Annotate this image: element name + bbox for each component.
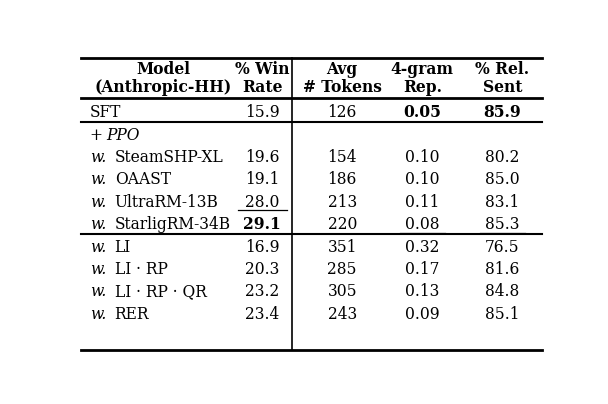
Text: 213: 213 [328, 194, 357, 211]
Text: Rep.: Rep. [403, 79, 442, 96]
Text: RER: RER [115, 306, 149, 323]
Text: 19.6: 19.6 [245, 149, 279, 166]
Text: 16.9: 16.9 [245, 239, 279, 256]
Text: 154: 154 [328, 149, 357, 166]
Text: LI: LI [115, 239, 131, 256]
Text: UltraRM-13B: UltraRM-13B [115, 194, 218, 211]
Text: LI · RP: LI · RP [115, 261, 168, 278]
Text: w.: w. [90, 171, 106, 188]
Text: SFT: SFT [90, 104, 122, 121]
Text: 0.10: 0.10 [405, 149, 440, 166]
Text: w.: w. [90, 149, 106, 166]
Text: 0.08: 0.08 [405, 216, 440, 233]
Text: 305: 305 [328, 284, 357, 301]
Text: 85.0: 85.0 [485, 171, 520, 188]
Text: 15.9: 15.9 [245, 104, 280, 121]
Text: # Tokens: # Tokens [303, 79, 382, 96]
Text: 0.32: 0.32 [405, 239, 440, 256]
Text: (Anthropic-HH): (Anthropic-HH) [95, 79, 232, 96]
Text: StarligRM-34B: StarligRM-34B [115, 216, 231, 233]
Text: 0.10: 0.10 [405, 171, 440, 188]
Text: w.: w. [90, 284, 106, 301]
Text: w.: w. [90, 216, 106, 233]
Text: 0.05: 0.05 [403, 104, 441, 121]
Text: % Rel.: % Rel. [475, 61, 530, 78]
Text: Model: Model [136, 61, 190, 78]
Text: OAAST: OAAST [115, 171, 171, 188]
Text: w.: w. [90, 306, 106, 323]
Text: 0.09: 0.09 [405, 306, 440, 323]
Text: 85.9: 85.9 [483, 104, 521, 121]
Text: Sent: Sent [483, 79, 522, 96]
Text: 80.2: 80.2 [485, 149, 520, 166]
Text: 4-gram: 4-gram [391, 61, 454, 78]
Text: 85.3: 85.3 [485, 216, 520, 233]
Text: 23.4: 23.4 [245, 306, 279, 323]
Text: 186: 186 [328, 171, 357, 188]
Text: 243: 243 [328, 306, 357, 323]
Text: Avg: Avg [326, 61, 358, 78]
Text: SteamSHP-XL: SteamSHP-XL [115, 149, 223, 166]
Text: 0.17: 0.17 [405, 261, 440, 278]
Text: 20.3: 20.3 [245, 261, 279, 278]
Text: w.: w. [90, 261, 106, 278]
Text: 220: 220 [328, 216, 357, 233]
Text: 0.11: 0.11 [405, 194, 440, 211]
Text: w.: w. [90, 194, 106, 211]
Text: 29.1: 29.1 [243, 216, 281, 233]
Text: 126: 126 [328, 104, 357, 121]
Text: 81.6: 81.6 [485, 261, 520, 278]
Text: 28.0: 28.0 [245, 194, 279, 211]
Text: w.: w. [90, 239, 106, 256]
Text: % Win: % Win [235, 61, 289, 78]
Text: LI · RP · QR: LI · RP · QR [115, 284, 207, 301]
Text: 351: 351 [328, 239, 357, 256]
Text: 76.5: 76.5 [485, 239, 520, 256]
Text: PPO: PPO [106, 126, 140, 143]
Text: 23.2: 23.2 [245, 284, 279, 301]
Text: +: + [90, 126, 106, 143]
Text: 19.1: 19.1 [245, 171, 279, 188]
Text: Rate: Rate [242, 79, 282, 96]
Text: 0.13: 0.13 [405, 284, 440, 301]
Text: 85.1: 85.1 [485, 306, 520, 323]
Text: 83.1: 83.1 [485, 194, 520, 211]
Text: 84.8: 84.8 [485, 284, 520, 301]
Text: 285: 285 [328, 261, 357, 278]
